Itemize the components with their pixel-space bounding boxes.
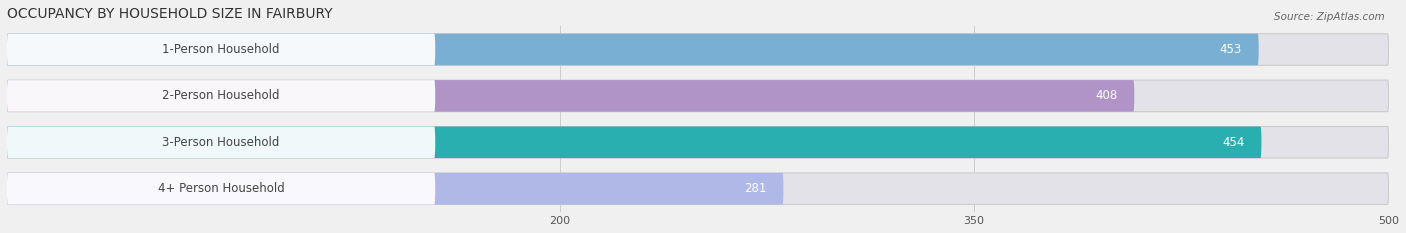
Text: 281: 281 — [744, 182, 766, 195]
Text: 408: 408 — [1095, 89, 1118, 102]
FancyBboxPatch shape — [7, 127, 436, 158]
Text: 454: 454 — [1222, 136, 1244, 149]
FancyBboxPatch shape — [7, 80, 436, 112]
FancyBboxPatch shape — [7, 127, 1389, 158]
Text: OCCUPANCY BY HOUSEHOLD SIZE IN FAIRBURY: OCCUPANCY BY HOUSEHOLD SIZE IN FAIRBURY — [7, 7, 333, 21]
Text: 4+ Person Household: 4+ Person Household — [157, 182, 284, 195]
FancyBboxPatch shape — [7, 80, 1389, 112]
Text: 3-Person Household: 3-Person Household — [163, 136, 280, 149]
Text: Source: ZipAtlas.com: Source: ZipAtlas.com — [1274, 12, 1385, 22]
Text: 1-Person Household: 1-Person Household — [162, 43, 280, 56]
FancyBboxPatch shape — [7, 173, 783, 205]
FancyBboxPatch shape — [7, 173, 436, 205]
Text: 2-Person Household: 2-Person Household — [162, 89, 280, 102]
FancyBboxPatch shape — [7, 80, 1135, 112]
FancyBboxPatch shape — [7, 34, 1258, 65]
FancyBboxPatch shape — [7, 34, 1389, 65]
FancyBboxPatch shape — [7, 173, 1389, 205]
Text: 453: 453 — [1220, 43, 1241, 56]
FancyBboxPatch shape — [7, 34, 436, 65]
FancyBboxPatch shape — [7, 127, 1261, 158]
